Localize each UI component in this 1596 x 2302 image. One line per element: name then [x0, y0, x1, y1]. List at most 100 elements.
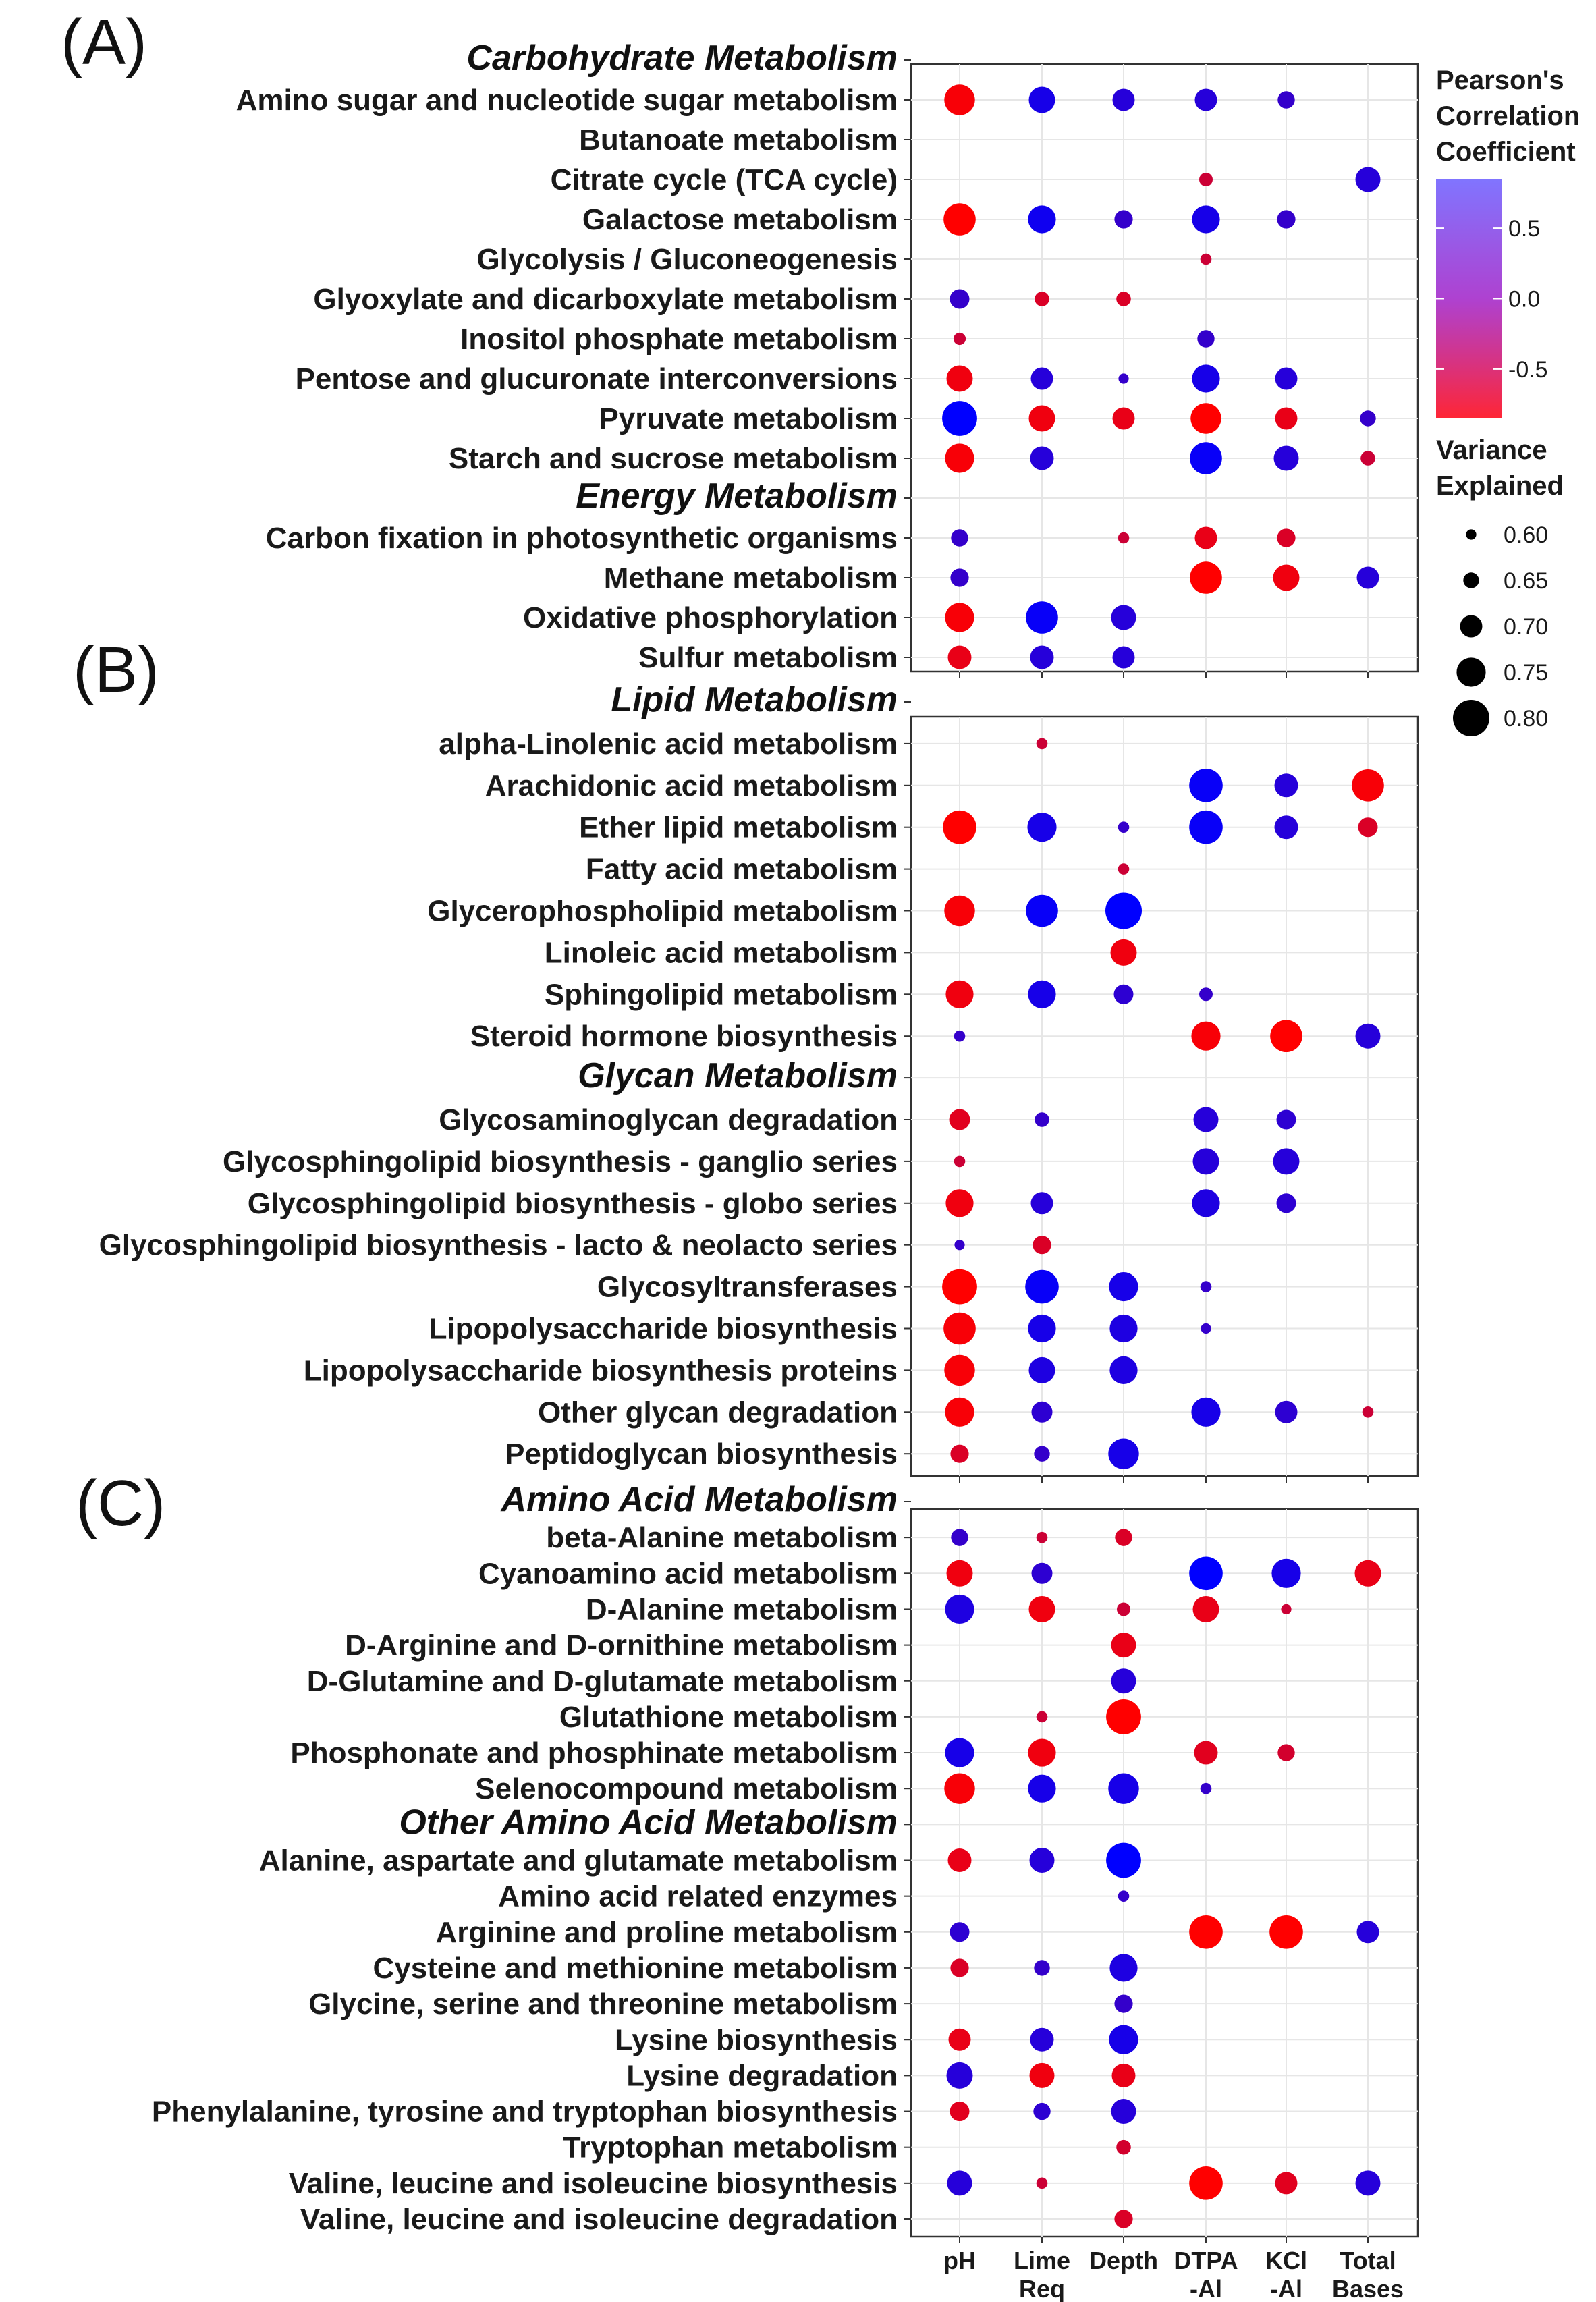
bubble — [1276, 1193, 1296, 1213]
bubble — [950, 568, 969, 587]
size-legend-dot — [1463, 572, 1479, 588]
bubble — [1193, 1107, 1219, 1132]
bubble — [1197, 330, 1215, 348]
bubble — [946, 365, 973, 392]
bubble — [1273, 1148, 1300, 1175]
pathway-label: Sphingolipid metabolism — [545, 978, 898, 1011]
category-header: Carbohydrate Metabolism — [466, 38, 898, 78]
bubble — [1194, 526, 1217, 549]
bubble — [950, 1444, 969, 1463]
pathway-label: Oxidative phosphorylation — [523, 601, 898, 634]
bubble — [1028, 1595, 1055, 1622]
legend-color-title: Correlation — [1436, 101, 1580, 131]
bubble — [951, 529, 968, 547]
size-legend-dot — [1466, 529, 1477, 540]
category-header: Energy Metabolism — [576, 476, 898, 516]
bubble — [1276, 1109, 1296, 1130]
bubble — [1111, 1633, 1136, 1658]
bubble — [1034, 1446, 1050, 1462]
bubble — [1114, 210, 1133, 229]
bubble — [1275, 1400, 1298, 1423]
bubble — [1028, 1356, 1055, 1383]
bubble — [1201, 1323, 1211, 1334]
bubble — [1274, 773, 1298, 798]
pathway-label: Steroid hormone biosynthesis — [470, 1020, 898, 1053]
pathway-label: alpha-Linolenic acid metabolism — [439, 728, 898, 761]
bubble — [944, 1773, 975, 1804]
bubble — [943, 203, 976, 236]
bubble — [1025, 1269, 1059, 1304]
pathway-label: Glycosyltransferases — [597, 1271, 898, 1304]
bubble — [1189, 1556, 1223, 1591]
bubble — [1277, 210, 1296, 229]
bubble — [1192, 1148, 1219, 1175]
color-scale-bar — [1436, 179, 1502, 418]
bubble — [1360, 410, 1376, 427]
size-legend-dot — [1453, 700, 1489, 736]
panel-tag: (C) — [76, 1467, 165, 1539]
bubble — [1030, 446, 1054, 470]
pathway-label: Carbon fixation in photosynthetic organi… — [266, 522, 898, 555]
pathway-label: Valine, leucine and isoleucine biosynthe… — [289, 2167, 898, 2200]
bubble — [1281, 1604, 1292, 1615]
bubble — [1028, 1774, 1056, 1803]
pathway-label: Valine, leucine and isoleucine degradati… — [300, 2203, 898, 2236]
bubble — [942, 401, 977, 436]
bubble — [1112, 88, 1135, 111]
size-legend-label: 0.70 — [1504, 614, 1548, 640]
bubble — [1030, 2027, 1054, 2052]
bubble — [1118, 863, 1130, 875]
bubble — [1269, 1915, 1303, 1949]
bubble — [1189, 810, 1223, 844]
bubble — [1031, 1401, 1053, 1423]
bubble — [950, 1958, 969, 1977]
pathway-label: Glycerophospholipid metabolism — [427, 895, 898, 928]
bubble — [1028, 205, 1056, 234]
pathway-label: Glycosphingolipid biosynthesis - ganglio… — [223, 1145, 898, 1178]
pathway-label: Pentose and glucuronate interconversions — [296, 362, 898, 395]
bubble — [1116, 2139, 1131, 2155]
category-header: Amino Acid Metabolism — [500, 1480, 898, 1519]
bubble — [943, 810, 976, 844]
bubble — [945, 1397, 974, 1427]
bubble — [1273, 564, 1300, 591]
bubble — [1192, 205, 1220, 234]
bubble — [1036, 2177, 1048, 2189]
bubble — [1036, 1531, 1048, 1543]
pathway-label: Cysteine and methionine metabolism — [373, 1952, 898, 1985]
pathway-label: Amino sugar and nucleotide sugar metabol… — [236, 84, 898, 117]
legend-size-title: Variance — [1436, 435, 1547, 465]
pathway-label: Alanine, aspartate and glutamate metabol… — [259, 1844, 898, 1878]
bubble — [1354, 1560, 1381, 1587]
x-tick-label: Req — [1019, 2275, 1065, 2302]
bubble — [1029, 1848, 1055, 1873]
panel-frame — [910, 715, 1419, 1477]
pathway-label: Glycosphingolipid biosynthesis - globo s… — [248, 1187, 898, 1220]
pathway-label: D-Arginine and D-ornithine metabolism — [345, 1629, 898, 1662]
bubble — [1106, 1842, 1141, 1878]
bubble — [1028, 1314, 1056, 1343]
bubble — [947, 2170, 972, 2196]
pathway-label: Glycosphingolipid biosynthesis - lacto &… — [99, 1229, 898, 1262]
bubble — [1112, 407, 1135, 430]
bubble — [945, 1738, 974, 1767]
pathway-label: Methane metabolism — [604, 561, 898, 595]
bubble — [1113, 984, 1134, 1004]
bubble — [1035, 1112, 1049, 1127]
bubble — [1355, 167, 1381, 192]
legend-size-title: Explained — [1436, 471, 1564, 501]
x-tick-label: -Al — [1190, 2275, 1222, 2302]
bubble — [1277, 1744, 1295, 1761]
bubble — [1110, 939, 1137, 966]
pathway-label: Citrate cycle (TCA cycle) — [551, 163, 898, 196]
panel-frame — [910, 63, 1419, 673]
bubble — [1109, 1272, 1138, 1302]
bubble — [954, 1240, 965, 1251]
pathway-label: Galactose metabolism — [582, 203, 898, 236]
bubble — [943, 1312, 976, 1345]
bubble — [942, 1269, 977, 1305]
bubble — [1189, 769, 1223, 802]
pathway-label: Selenocompound metabolism — [475, 1772, 898, 1805]
bubble — [1116, 292, 1131, 306]
